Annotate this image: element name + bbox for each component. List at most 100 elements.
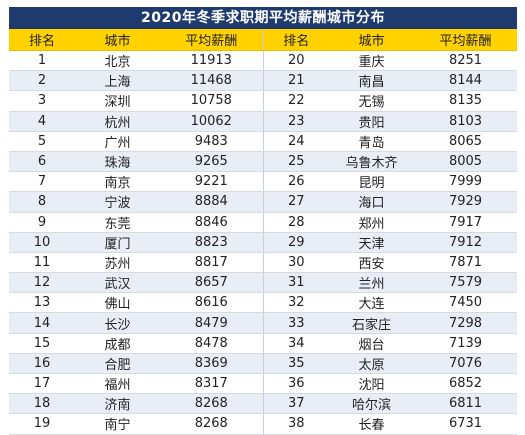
salary-cell: 7139 [414, 333, 517, 354]
rank-cell: 28 [263, 212, 329, 233]
header-rank-left: 排名 [9, 29, 75, 51]
city-cell: 烟台 [329, 333, 414, 354]
table-row: 16 合肥 8369 35 太原 7076 [9, 353, 517, 375]
rank-cell: 15 [9, 333, 75, 354]
city-cell: 宁波 [75, 191, 160, 213]
table-row: 7 南京 9221 26 昆明 7999 [9, 171, 517, 193]
rank-cell: 17 [9, 373, 75, 395]
salary-cell: 7450 [414, 292, 517, 314]
salary-cell: 7871 [414, 252, 517, 274]
rank-cell: 20 [263, 50, 329, 72]
rank-cell: 13 [9, 292, 75, 314]
table-row: 8 宁波 8884 27 海口 7929 [9, 191, 517, 213]
salary-cell: 8005 [414, 151, 517, 173]
city-cell: 长春 [329, 413, 414, 435]
table-row: 3 深圳 10758 22 无锡 8135 [9, 90, 517, 112]
city-cell: 乌鲁木齐 [329, 151, 414, 173]
city-cell: 南宁 [75, 413, 160, 435]
salary-cell: 9265 [160, 151, 264, 173]
rank-cell: 37 [263, 393, 329, 415]
salary-cell: 8817 [160, 252, 264, 274]
city-cell: 深圳 [75, 90, 160, 112]
city-cell: 青岛 [329, 131, 414, 152]
rank-cell: 33 [263, 312, 329, 334]
city-cell: 西安 [329, 252, 414, 274]
rank-cell: 9 [9, 212, 75, 233]
salary-cell: 8065 [414, 131, 517, 152]
rank-cell: 23 [263, 111, 329, 132]
rank-cell: 19 [9, 413, 75, 435]
salary-cell: 8268 [160, 393, 264, 415]
table-row: 19 南宁 8268 38 长春 6731 [9, 413, 517, 435]
table-title: 2020年冬季求职期平均薪酬城市分布 [9, 7, 517, 29]
salary-cell: 8144 [414, 70, 517, 92]
city-cell: 佛山 [75, 292, 160, 314]
salary-cell: 7929 [414, 191, 517, 213]
salary-cell: 7076 [414, 353, 517, 375]
table-row: 10 厦门 8823 29 天津 7912 [9, 232, 517, 253]
header-salary-right: 平均薪酬 [414, 29, 517, 51]
salary-cell: 9221 [160, 171, 264, 193]
table-body: 1 北京 11913 20 重庆 8251 2 上海 11468 21 南昌 8144 3 深圳 10758… [9, 50, 517, 435]
rank-cell: 10 [9, 232, 75, 253]
salary-cell: 8823 [160, 232, 264, 253]
rank-cell: 5 [9, 131, 75, 152]
salary-table-container: 2020年冬季求职期平均薪酬城市分布 排名 城市 平均薪酬 排名 城市 平均薪酬… [9, 7, 517, 435]
rank-cell: 4 [9, 111, 75, 132]
city-cell: 珠海 [75, 151, 160, 173]
salary-cell: 8135 [414, 90, 517, 112]
city-cell: 成都 [75, 333, 160, 354]
rank-cell: 22 [263, 90, 329, 112]
table-row: 14 长沙 8479 33 石家庄 7298 [9, 312, 517, 334]
salary-cell: 7579 [414, 272, 517, 294]
rank-cell: 35 [263, 353, 329, 375]
table-row: 4 杭州 10062 23 贵阳 8103 [9, 111, 517, 132]
table-row: 1 北京 11913 20 重庆 8251 [9, 50, 517, 72]
city-cell: 苏州 [75, 252, 160, 274]
table-row: 9 东莞 8846 28 郑州 7917 [9, 212, 517, 233]
city-cell: 天津 [329, 232, 414, 253]
rank-cell: 31 [263, 272, 329, 294]
city-cell: 海口 [329, 191, 414, 213]
rank-cell: 1 [9, 50, 75, 72]
city-cell: 无锡 [329, 90, 414, 112]
salary-cell: 6811 [414, 393, 517, 415]
city-cell: 广州 [75, 131, 160, 152]
city-cell: 厦门 [75, 232, 160, 253]
city-cell: 东莞 [75, 212, 160, 233]
salary-cell: 8884 [160, 191, 264, 213]
salary-cell: 7298 [414, 312, 517, 334]
table-row: 15 成都 8478 34 烟台 7139 [9, 333, 517, 354]
city-cell: 杭州 [75, 111, 160, 132]
salary-cell: 7999 [414, 171, 517, 193]
table-row: 12 武汉 8657 31 兰州 7579 [9, 272, 517, 294]
city-cell: 济南 [75, 393, 160, 415]
rank-cell: 26 [263, 171, 329, 193]
rank-cell: 32 [263, 292, 329, 314]
salary-cell: 9483 [160, 131, 264, 152]
city-cell: 石家庄 [329, 312, 414, 334]
salary-cell: 8251 [414, 50, 517, 72]
city-cell: 南昌 [329, 70, 414, 92]
city-cell: 上海 [75, 70, 160, 92]
city-cell: 北京 [75, 50, 160, 72]
city-cell: 郑州 [329, 212, 414, 233]
header-salary-left: 平均薪酬 [160, 29, 264, 51]
salary-cell: 7912 [414, 232, 517, 253]
city-cell: 沈阳 [329, 373, 414, 395]
header-rank-right: 排名 [263, 29, 329, 51]
header-city-right: 城市 [329, 29, 414, 51]
city-cell: 昆明 [329, 171, 414, 193]
table-row: 17 福州 8317 36 沈阳 6852 [9, 373, 517, 395]
rank-cell: 6 [9, 151, 75, 173]
salary-cell: 11913 [160, 50, 264, 72]
rank-cell: 27 [263, 191, 329, 213]
rank-cell: 2 [9, 70, 75, 92]
city-cell: 兰州 [329, 272, 414, 294]
city-cell: 南京 [75, 171, 160, 193]
salary-table: 排名 城市 平均薪酬 排名 城市 平均薪酬 1 北京 11913 20 重庆 8251 2 上… [9, 29, 517, 435]
rank-cell: 34 [263, 333, 329, 354]
rank-cell: 12 [9, 272, 75, 294]
city-cell: 长沙 [75, 312, 160, 334]
rank-cell: 14 [9, 312, 75, 334]
